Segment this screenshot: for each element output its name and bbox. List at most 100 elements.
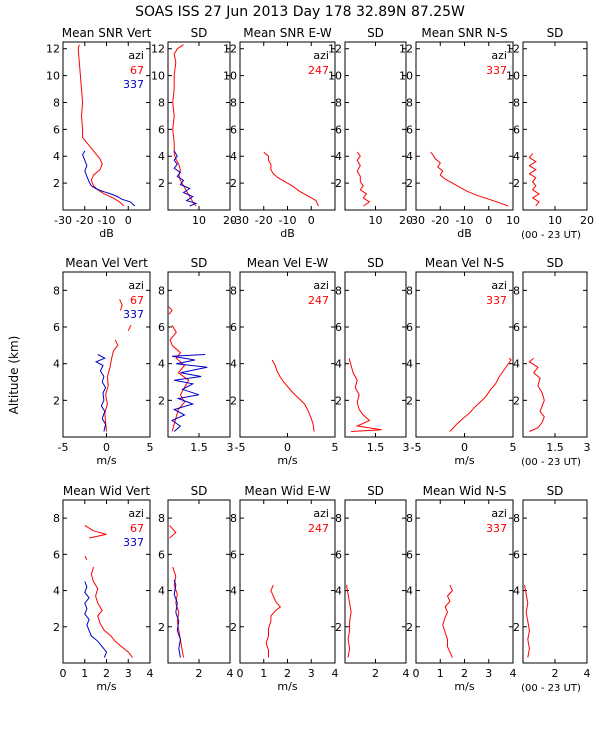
x-tick-label: 4 bbox=[510, 667, 517, 680]
y-tick-label: 10 bbox=[506, 70, 520, 83]
series-line bbox=[82, 150, 136, 207]
panel-title: SD bbox=[367, 256, 384, 270]
y-tick-label: 4 bbox=[230, 585, 237, 598]
y-tick-label: 4 bbox=[406, 358, 413, 371]
x-axis-label: dB bbox=[99, 227, 114, 240]
y-tick-label: 4 bbox=[335, 358, 342, 371]
x-tick-label: 10 bbox=[369, 214, 383, 227]
series-line bbox=[265, 584, 282, 658]
y-tick-label: 6 bbox=[406, 321, 413, 334]
plot-frame bbox=[344, 499, 407, 664]
x-tick-label: 0 bbox=[237, 667, 244, 680]
y-tick-label: 8 bbox=[406, 512, 413, 525]
x-tick-label: 0 bbox=[103, 441, 110, 454]
plot-frame bbox=[522, 271, 588, 438]
series-line bbox=[442, 584, 453, 658]
x-tick-label: 4 bbox=[147, 667, 154, 680]
y-tick-label: 4 bbox=[53, 585, 60, 598]
legend-heading: azi bbox=[128, 49, 144, 62]
y-tick-label: 2 bbox=[158, 621, 165, 634]
y-tick-label: 8 bbox=[53, 96, 60, 109]
y-tick-label: 2 bbox=[230, 394, 237, 407]
series-line bbox=[84, 555, 88, 561]
y-tick-label: 12 bbox=[328, 43, 342, 56]
series-line bbox=[173, 579, 181, 658]
series-line bbox=[127, 324, 132, 331]
series-line bbox=[168, 306, 173, 315]
series-line bbox=[524, 585, 530, 658]
y-tick-label: 2 bbox=[513, 621, 520, 634]
series-line bbox=[528, 357, 545, 432]
legend-heading: azi bbox=[128, 279, 144, 292]
plot-frame bbox=[522, 41, 588, 211]
y-tick-label: 4 bbox=[406, 585, 413, 598]
x-tick-label: -10 bbox=[456, 214, 474, 227]
y-tick-label: 4 bbox=[513, 358, 520, 371]
series-line bbox=[346, 585, 352, 658]
x-tick-label: 1.5 bbox=[190, 441, 208, 454]
y-tick-label: 12 bbox=[223, 43, 237, 56]
y-tick-label: 8 bbox=[158, 284, 165, 297]
panel-title: Mean SNR N-S bbox=[421, 26, 507, 40]
x-tick-label: -20 bbox=[76, 214, 94, 227]
series-line bbox=[171, 354, 208, 432]
x-tick-label: 0 bbox=[284, 441, 291, 454]
x-tick-label: -30 bbox=[231, 214, 249, 227]
y-tick-label: 4 bbox=[406, 150, 413, 163]
chart-panel: SD 2 4 6 8 10 12 10 20 bbox=[328, 26, 413, 227]
x-tick-label: -10 bbox=[98, 214, 116, 227]
panel-title: SD bbox=[191, 484, 208, 498]
x-tick-label: -20 bbox=[431, 214, 449, 227]
legend-heading: azi bbox=[491, 279, 507, 292]
y-tick-label: 6 bbox=[158, 321, 165, 334]
y-tick-label: 12 bbox=[506, 43, 520, 56]
panel-title: Mean Vel E-W bbox=[247, 256, 329, 270]
y-tick-label: 6 bbox=[513, 548, 520, 561]
x-tick-label: 10 bbox=[192, 214, 206, 227]
x-tick-label: 0 bbox=[485, 214, 492, 227]
x-tick-label: 1.5 bbox=[367, 441, 385, 454]
legend-entry: 337 bbox=[486, 522, 507, 535]
x-tick-label: 2 bbox=[284, 667, 291, 680]
y-tick-label: 8 bbox=[158, 512, 165, 525]
y-tick-label: 6 bbox=[230, 548, 237, 561]
chart-panel: SD 2 4 6 8 1.5 3 bbox=[158, 256, 234, 454]
y-tick-label: 4 bbox=[53, 358, 60, 371]
x-tick-label: 1 bbox=[260, 667, 267, 680]
x-axis-label: m/s bbox=[454, 680, 474, 693]
x-tick-label: 20 bbox=[223, 214, 237, 227]
y-tick-label: 4 bbox=[513, 150, 520, 163]
x-axis-label: m/s bbox=[277, 454, 297, 467]
x-tick-label: -30 bbox=[407, 214, 425, 227]
chart-panel: SD 2 4 6 8 1.5 3 bbox=[335, 256, 410, 454]
legend-entry: 67 bbox=[130, 64, 144, 77]
figure-title: SOAS ISS 27 Jun 2013 Day 178 32.89N 87.2… bbox=[135, 4, 465, 20]
x-tick-label: 4 bbox=[403, 667, 410, 680]
y-tick-label: 2 bbox=[158, 177, 165, 190]
panel-title: SD bbox=[547, 26, 564, 40]
series-line bbox=[169, 324, 190, 432]
y-tick-label: 12 bbox=[151, 43, 165, 56]
series-line bbox=[172, 44, 197, 207]
y-tick-label: 6 bbox=[335, 123, 342, 136]
series-line bbox=[348, 358, 382, 432]
chart-panel: SD 2 4 6 8 10 12 10 20 bbox=[151, 26, 237, 227]
x-tick-label: 2 bbox=[552, 667, 559, 680]
x-tick-label: 2 bbox=[103, 667, 110, 680]
time-range-note: (00 - 23 UT) bbox=[521, 230, 581, 241]
y-tick-label: 2 bbox=[406, 394, 413, 407]
series-line bbox=[263, 151, 319, 207]
y-tick-label: 6 bbox=[335, 321, 342, 334]
y-tick-label: 8 bbox=[230, 284, 237, 297]
series-line bbox=[119, 299, 123, 311]
y-tick-label: 2 bbox=[158, 394, 165, 407]
x-tick-label: -5 bbox=[58, 441, 69, 454]
y-tick-label: 10 bbox=[399, 70, 413, 83]
x-tick-label: 3 bbox=[403, 441, 410, 454]
legend-heading: azi bbox=[313, 507, 329, 520]
chart-panel: Mean Wid N-S 2 4 6 8 0 1 2 3 4 m/s azi 337 bbox=[406, 484, 517, 693]
series-line bbox=[356, 151, 371, 207]
